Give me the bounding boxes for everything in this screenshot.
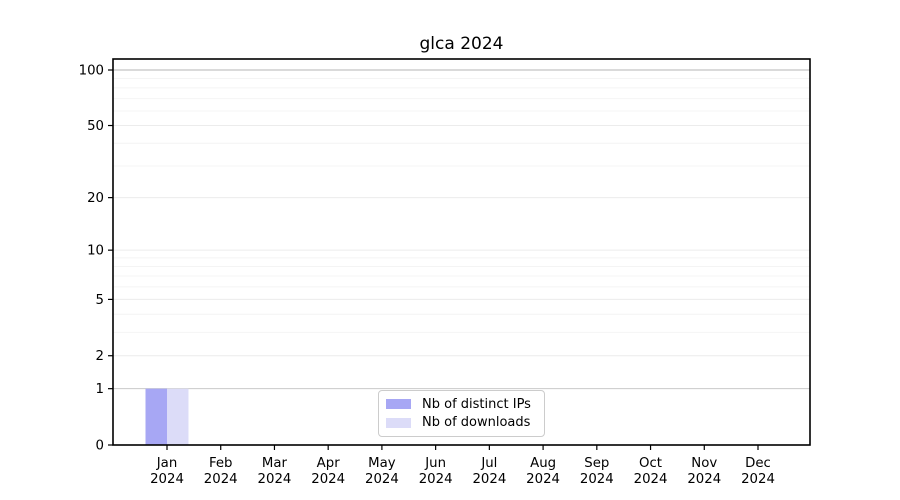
y-tick-label-50: 50 <box>87 119 104 134</box>
y-tick-label-100: 100 <box>79 64 104 79</box>
legend-swatch-distinct-ips <box>386 399 411 410</box>
x-tick-label-year: 2024 <box>150 472 184 487</box>
x-tick-label-month-Jul: Jul <box>480 456 497 471</box>
x-tick-label-month-Jun: Jun <box>424 456 446 471</box>
x-tick-label-year: 2024 <box>311 472 345 487</box>
x-tick-label-month-Aug: Aug <box>530 456 556 471</box>
x-tick-label-year: 2024 <box>526 472 560 487</box>
y-tick-label-20: 20 <box>87 191 104 206</box>
legend-label-downloads: Nb of downloads <box>422 415 531 431</box>
legend-swatch-downloads <box>386 417 411 428</box>
x-tick-label-month-Apr: Apr <box>317 456 341 471</box>
x-tick-label-month-May: May <box>368 456 396 471</box>
chart-title: glca 2024 <box>419 34 504 54</box>
x-tick-label-year: 2024 <box>419 472 453 487</box>
x-tick-label-year: 2024 <box>258 472 292 487</box>
legend-item-distinct-ips: Nb of distinct IPs <box>386 397 538 412</box>
x-tick-label-month-Oct: Oct <box>639 456 662 471</box>
x-tick-label-year: 2024 <box>580 472 614 487</box>
legend: Nb of distinct IPs Nb of downloads <box>378 390 545 437</box>
bar-distinct-ips-Jan <box>145 388 167 445</box>
x-tick-label-year: 2024 <box>634 472 668 487</box>
x-tick-label-year: 2024 <box>472 472 506 487</box>
y-tick-label-2: 2 <box>96 349 104 364</box>
x-tick-label-month-Mar: Mar <box>262 456 288 471</box>
x-tick-label-month-Jan: Jan <box>156 456 178 471</box>
x-tick-label-month-Sep: Sep <box>584 456 609 471</box>
legend-item-downloads: Nb of downloads <box>386 415 538 430</box>
bar-downloads-Jan <box>167 388 189 445</box>
x-tick-label-year: 2024 <box>741 472 775 487</box>
x-tick-label-year: 2024 <box>365 472 399 487</box>
y-tick-label-10: 10 <box>87 244 104 259</box>
x-tick-label-month-Dec: Dec <box>745 456 771 471</box>
y-tick-label-1: 1 <box>96 382 104 397</box>
x-tick-label-month-Nov: Nov <box>691 456 717 471</box>
y-tick-label-5: 5 <box>96 293 104 308</box>
y-tick-label-0: 0 <box>96 439 104 454</box>
x-tick-label-month-Feb: Feb <box>209 456 233 471</box>
x-tick-label-year: 2024 <box>687 472 721 487</box>
legend-label-distinct-ips: Nb of distinct IPs <box>422 396 531 412</box>
axes-spines <box>112 58 811 446</box>
x-tick-label-year: 2024 <box>204 472 238 487</box>
